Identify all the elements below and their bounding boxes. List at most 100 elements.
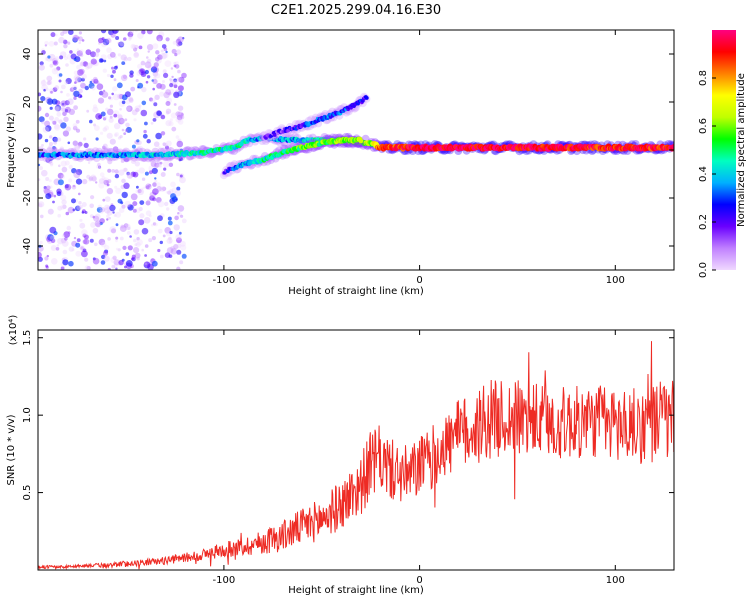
noise-point: [113, 113, 118, 118]
trace-point-upper-branch: [273, 133, 277, 137]
noise-point: [127, 56, 132, 62]
noise-point: [84, 85, 90, 91]
noise-point: [99, 172, 105, 177]
spectrogram-x-axis-label: Height of straight line (km): [288, 286, 424, 297]
noise-point: [41, 169, 48, 177]
noise-point: [160, 172, 166, 177]
noise-point: [152, 182, 157, 187]
noise-point: [169, 240, 172, 244]
noise-point: [124, 129, 129, 133]
noise-point: [40, 96, 46, 102]
colorbar-tick-label: 0.6: [698, 118, 709, 134]
noise-point: [71, 84, 78, 91]
spectrogram-panel: -100 0 100 -40 -20 0 20 40 Height of straight l…: [6, 29, 675, 297]
noise-point: [130, 159, 136, 164]
noise-point: [84, 211, 88, 214]
noise-point: [126, 171, 130, 176]
noise-point: [181, 72, 187, 79]
noise-point: [42, 126, 49, 133]
noise-point: [92, 104, 98, 109]
noise-point: [79, 49, 84, 53]
noise-point: [138, 104, 142, 108]
noise-point: [157, 248, 161, 253]
noise-point: [162, 160, 170, 168]
noise-point: [51, 68, 59, 75]
noise-point: [104, 249, 109, 254]
noise-point: [178, 157, 183, 161]
noise-point: [55, 247, 60, 251]
noise-point: [129, 73, 134, 78]
noise-point: [138, 219, 145, 226]
noise-point: [162, 52, 169, 59]
noise-point: [39, 61, 44, 66]
noise-point: [125, 126, 132, 133]
noise-point: [123, 132, 127, 136]
noise-point: [133, 247, 140, 254]
noise-point: [60, 122, 67, 129]
spectrogram-y-tick-label: -20: [22, 190, 33, 206]
noise-point: [82, 239, 88, 245]
noise-point: [68, 108, 75, 115]
noise-point: [54, 117, 60, 122]
noise-point: [162, 80, 165, 83]
noise-point: [125, 99, 131, 105]
noise-point: [48, 179, 52, 183]
noise-point: [127, 204, 134, 211]
noise-point: [125, 252, 130, 256]
noise-point: [109, 226, 117, 233]
noise-point: [68, 164, 73, 169]
noise-point: [58, 164, 61, 168]
noise-point: [38, 92, 42, 97]
noise-point: [175, 135, 180, 139]
noise-point: [102, 143, 108, 149]
noise-point: [132, 201, 138, 207]
noise-point: [78, 31, 82, 35]
noise-point: [53, 41, 58, 46]
noise-point: [134, 243, 138, 247]
noise-point: [61, 102, 65, 106]
noise-point: [62, 130, 69, 137]
noise-point: [54, 124, 60, 130]
noise-point: [162, 234, 166, 238]
noise-point: [97, 162, 101, 167]
noise-point: [153, 62, 159, 68]
noise-point: [135, 242, 141, 248]
noise-point: [120, 54, 127, 61]
noise-point: [44, 57, 49, 61]
noise-point: [70, 53, 77, 60]
snr-frame: [37, 329, 675, 571]
noise-point: [109, 115, 113, 119]
noise-point: [128, 35, 133, 40]
noise-point: [108, 117, 114, 123]
noise-point: [63, 231, 70, 238]
noise-point: [62, 111, 67, 117]
noise-point: [73, 86, 77, 91]
noise-point: [143, 217, 151, 224]
noise-point: [176, 237, 182, 243]
noise-point: [38, 203, 43, 208]
noise-point: [168, 162, 174, 167]
noise-point: [100, 111, 106, 117]
noise-point: [115, 239, 118, 243]
noise-point: [92, 106, 99, 113]
noise-point: [106, 218, 109, 221]
noise-point: [175, 111, 181, 117]
noise-point: [74, 35, 78, 39]
noise-point: [76, 64, 81, 70]
noise-point: [122, 74, 127, 79]
noise-point: [48, 88, 55, 94]
noise-point: [59, 146, 64, 151]
noise-point: [135, 189, 139, 194]
noise-point: [96, 164, 100, 169]
noise-point: [121, 178, 126, 184]
noise-point: [143, 129, 147, 134]
noise-point: [49, 135, 53, 139]
noise-point: [117, 248, 121, 252]
noise-point: [51, 258, 58, 265]
noise-point: [168, 121, 174, 127]
noise-point: [176, 114, 183, 121]
noise-point: [52, 59, 59, 66]
noise-point: [117, 113, 123, 119]
noise-point: [84, 257, 89, 262]
